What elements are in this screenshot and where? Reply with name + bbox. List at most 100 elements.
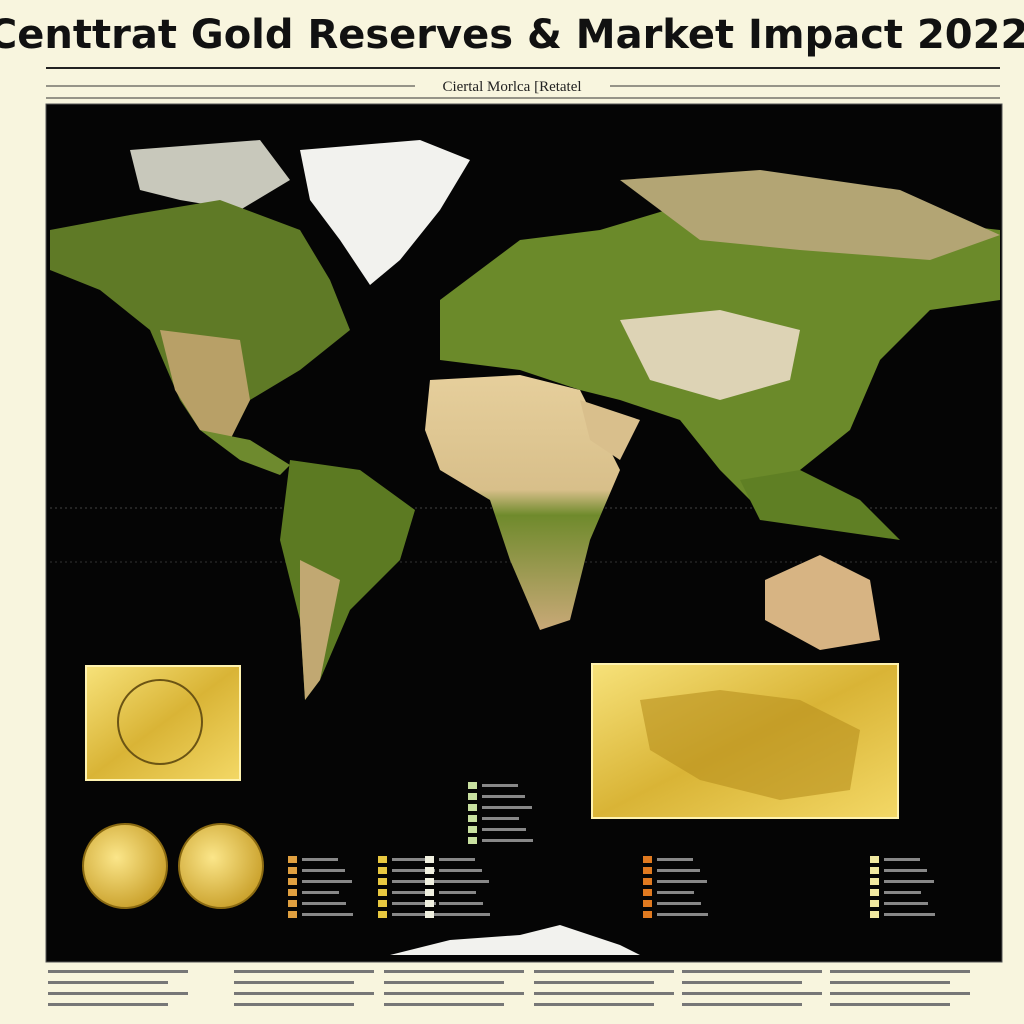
footer-text-line <box>830 970 970 973</box>
legend-text-line <box>482 817 519 820</box>
legend-swatch <box>870 856 879 863</box>
legend-text-line <box>392 858 428 861</box>
footer-text-line <box>534 992 674 995</box>
legend-text-line <box>392 902 436 905</box>
footer-text-line <box>830 1003 950 1006</box>
legend-text-line <box>657 869 700 872</box>
footer-text-line <box>234 1003 354 1006</box>
north-america-desert <box>160 330 250 440</box>
legend-text-line <box>392 891 429 894</box>
legend-swatch <box>870 911 879 918</box>
footer-text-line <box>234 970 374 973</box>
legend-text-line <box>657 858 693 861</box>
legend-swatch <box>288 856 297 863</box>
title: Centtrat Gold Reserves & Market Impact 2… <box>0 12 1024 58</box>
legend-swatch <box>378 911 387 918</box>
legend-text-line <box>884 891 921 894</box>
gold-map-relief <box>640 690 860 800</box>
legend-text-line <box>302 891 339 894</box>
arabia <box>580 400 640 460</box>
legend-text-line <box>482 806 532 809</box>
legend-swatch <box>643 878 652 885</box>
legend-swatch <box>468 826 477 833</box>
footer-text-line <box>384 1003 504 1006</box>
legend-text-line <box>439 913 490 916</box>
legend-text-line <box>657 880 707 883</box>
legend-swatch <box>378 867 387 874</box>
legend-swatch <box>378 900 387 907</box>
legend-text-line <box>392 869 435 872</box>
tibet <box>620 310 800 400</box>
footer-text-line <box>48 970 188 973</box>
legend-swatch <box>643 911 652 918</box>
legend-swatch <box>468 793 477 800</box>
central-america <box>200 430 290 475</box>
footer-text-line <box>682 981 802 984</box>
legend-swatch <box>288 889 297 896</box>
legend-text-line <box>302 858 338 861</box>
legend-swatch <box>425 889 434 896</box>
subtitle: Ciertal Morlca [Retatel <box>442 79 581 95</box>
globe-sketch <box>117 679 203 765</box>
siberia <box>620 170 1000 260</box>
legend-text-line <box>482 784 518 787</box>
arctic-islands <box>130 140 290 210</box>
legend-swatch <box>643 867 652 874</box>
legend-swatch <box>425 911 434 918</box>
legend-text-line <box>439 869 482 872</box>
legend-swatch <box>468 804 477 811</box>
gold-coin <box>178 823 264 909</box>
legend-text-line <box>884 869 927 872</box>
legend-text-line <box>392 880 442 883</box>
footer-text-line <box>830 981 950 984</box>
legend-text-line <box>302 913 353 916</box>
legend-swatch <box>425 878 434 885</box>
indonesia <box>740 470 900 540</box>
legend-text-line <box>439 858 475 861</box>
legend-swatch <box>643 889 652 896</box>
legend-text-line <box>657 891 694 894</box>
footer-text-line <box>534 970 674 973</box>
legend-swatch <box>870 878 879 885</box>
legend-swatch <box>378 878 387 885</box>
legend-swatch <box>870 867 879 874</box>
legend-swatch <box>468 837 477 844</box>
legend-swatch <box>288 900 297 907</box>
legend-text-line <box>884 880 934 883</box>
legend-swatch <box>870 889 879 896</box>
australia <box>765 555 880 650</box>
antarctica <box>390 925 640 955</box>
legend-swatch <box>288 878 297 885</box>
legend-swatch <box>425 867 434 874</box>
legend-swatch <box>643 900 652 907</box>
legend-text-line <box>302 869 345 872</box>
legend-swatch <box>468 815 477 822</box>
gold-coin <box>82 823 168 909</box>
gold-panel <box>85 665 241 781</box>
footer-text-line <box>384 970 524 973</box>
footer-text-line <box>534 1003 654 1006</box>
footer-text-line <box>234 981 354 984</box>
andes <box>300 560 340 700</box>
legend-swatches <box>288 782 935 918</box>
footer-text-line <box>682 970 822 973</box>
footer-text-line <box>234 992 374 995</box>
legend-swatch <box>425 900 434 907</box>
legend-swatch <box>468 782 477 789</box>
legend-swatch <box>378 856 387 863</box>
legend-swatch <box>870 900 879 907</box>
legend-text-line <box>884 913 935 916</box>
footer-text-line <box>682 992 822 995</box>
legend-text-line <box>657 913 708 916</box>
footer-text-line <box>534 981 654 984</box>
legend-text-line <box>482 828 526 831</box>
legend-swatch <box>425 856 434 863</box>
legend-swatch <box>643 856 652 863</box>
legend-text-line <box>482 839 533 842</box>
footer-text-line <box>48 1003 168 1006</box>
legend-text-line <box>439 902 483 905</box>
legend-swatch <box>288 911 297 918</box>
legend-swatch <box>288 867 297 874</box>
footer-text-line <box>384 981 504 984</box>
legend-swatch <box>378 889 387 896</box>
